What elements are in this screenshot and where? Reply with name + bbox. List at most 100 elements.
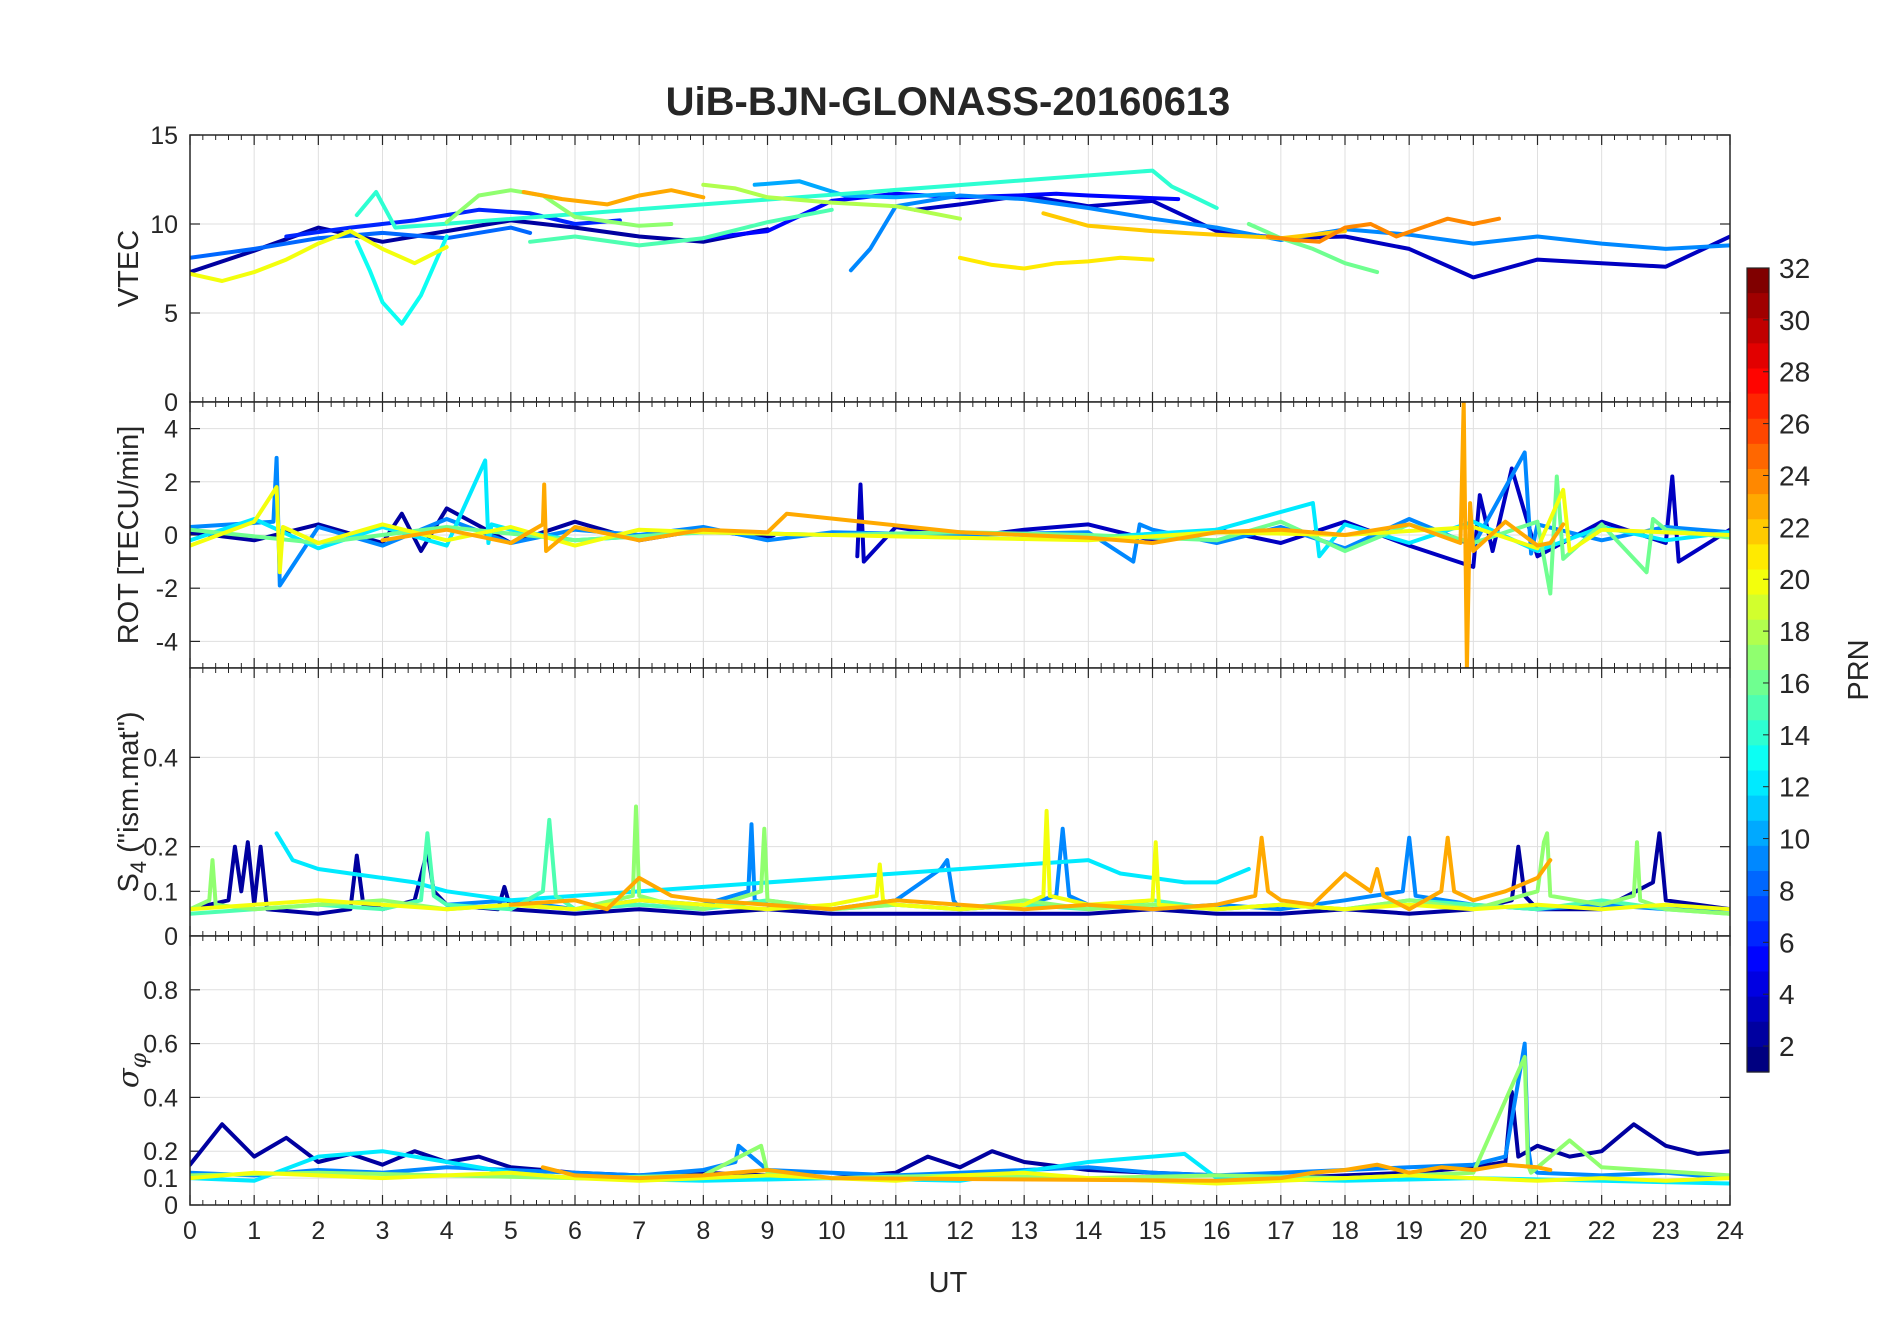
- series-line-prn-6: [284, 207, 622, 239]
- series-group: [190, 402, 1730, 668]
- x-tick-label: 7: [632, 1217, 646, 1245]
- colorbar-segment: [1747, 971, 1769, 998]
- y-tick-label: 10: [150, 211, 178, 239]
- colorbar-segment: [1747, 896, 1769, 922]
- x-tick-label: 0: [183, 1217, 197, 1245]
- y-tick-label: 0.8: [143, 977, 178, 1005]
- colorbar-tick-label: 16: [1779, 668, 1810, 699]
- colorbar-segment: [1747, 845, 1769, 872]
- panel-1: 0 5 10 15 VTEC: [113, 122, 1731, 417]
- panel-3: 0 0.1 0.2 0.4S4 ("ism.mat"): [113, 667, 1731, 951]
- series-group: [190, 1041, 1730, 1186]
- x-tick-label: 14: [1074, 1217, 1102, 1245]
- x-tick-label: 18: [1331, 1217, 1359, 1245]
- colorbar-segment: [1747, 871, 1769, 897]
- x-tick-label: 1: [247, 1217, 261, 1245]
- x-tick-label: 3: [376, 1217, 390, 1245]
- x-tick-label: 12: [946, 1217, 974, 1245]
- colorbar-segment: [1747, 293, 1769, 319]
- series-line-prn-14: [354, 168, 1219, 230]
- series-group: [190, 168, 1730, 326]
- colorbar-segment: [1747, 795, 1769, 822]
- x-tick-label: 15: [1139, 1217, 1167, 1245]
- colorbar-segment: [1747, 921, 1769, 947]
- colorbar-tick-label: 28: [1779, 357, 1810, 388]
- chart-title: UiB-BJN-GLONASS-20160613: [666, 80, 1231, 124]
- colorbar-segment: [1747, 619, 1769, 646]
- series-line-prn-20: [190, 485, 1730, 575]
- colorbar-segment: [1747, 368, 1769, 395]
- y-tick-label: 0.1: [143, 878, 178, 906]
- x-tick-label: 21: [1524, 1217, 1552, 1245]
- series-line-prn-20: [190, 1170, 1730, 1186]
- y-axis-label: ROT [TECU/min]: [113, 426, 145, 645]
- x-tick-label: 24: [1716, 1217, 1744, 1245]
- x-tick-label: 2: [311, 1217, 325, 1245]
- colorbar-segment: [1747, 1046, 1769, 1073]
- series-line-prn-23: [540, 1162, 1553, 1183]
- colorbar-segment: [1747, 670, 1769, 696]
- colorbar-tick-label: 2: [1779, 1031, 1795, 1062]
- y-axis-label: VTEC: [113, 230, 145, 307]
- colorbar-segment: [1747, 594, 1769, 621]
- series-line-prn-3: [913, 193, 1730, 280]
- y-axis-label: σφ: [111, 1052, 152, 1088]
- series-line-prn-24: [1266, 216, 1501, 244]
- colorbar-tick-label: 12: [1779, 772, 1810, 803]
- colorbar-tick-label: 8: [1779, 875, 1795, 906]
- colorbar-segment: [1747, 418, 1769, 445]
- x-tick-label: 5: [504, 1217, 518, 1245]
- colorbar-segment: [1747, 519, 1769, 545]
- y-tick-label: 0: [164, 522, 178, 550]
- series-line-prn-9: [848, 193, 1730, 273]
- x-tick-label: 19: [1395, 1217, 1423, 1245]
- colorbar-segment: [1747, 1021, 1769, 1048]
- series-line-prn-21: [958, 255, 1155, 271]
- colorbar-segment: [1747, 695, 1769, 721]
- series-line-prn-8: [190, 225, 533, 260]
- x-tick-label: 23: [1652, 1217, 1680, 1245]
- colorbar-segment: [1747, 544, 1769, 571]
- colorbar-segment: [1747, 946, 1769, 973]
- series-line-prn-18: [701, 182, 962, 221]
- colorbar-tick-label: 26: [1779, 409, 1810, 440]
- series-line-prn-2: [190, 218, 770, 275]
- series-line-prn-23: [380, 402, 1566, 668]
- colorbar-segment: [1747, 569, 1769, 596]
- y-tick-label: 5: [164, 300, 178, 328]
- x-axis-label: UT: [929, 1267, 968, 1299]
- y-tick-label: -2: [156, 575, 178, 603]
- panel-4: 00.10.2 0.4 0.6 0.8 σφ: [111, 935, 1731, 1220]
- x-tick-label: 16: [1203, 1217, 1231, 1245]
- y-tick-label: 4: [164, 416, 178, 444]
- x-tick-label: 9: [761, 1217, 775, 1245]
- series-line-prn-22: [1041, 211, 1347, 241]
- colorbar-tick-label: 24: [1779, 460, 1810, 491]
- x-tick-label: 4: [440, 1217, 454, 1245]
- y-tick-label: 0: [164, 1192, 178, 1220]
- colorbar-segment: [1747, 393, 1769, 420]
- colorbar-segment: [1747, 720, 1769, 746]
- colorbar-segment: [1747, 469, 1769, 495]
- colorbar-frame: [1746, 267, 1770, 1073]
- colorbar-tick-label: 22: [1779, 512, 1810, 543]
- colorbar-segment: [1747, 770, 1769, 797]
- colorbar-tick-label: 30: [1779, 305, 1810, 336]
- series-line-prn-9: [444, 822, 1730, 912]
- y-tick-label: 15: [150, 122, 178, 150]
- y-tick-label: 0.2: [143, 1138, 178, 1166]
- x-tick-label: 22: [1588, 1217, 1616, 1245]
- colorbar-segment: [1747, 494, 1769, 520]
- panel-2: -4 -2 0 2 4 ROT [TECU/min]: [113, 401, 1731, 669]
- series-line-prn-13: [354, 234, 449, 326]
- series-line-prn-12: [274, 831, 1251, 903]
- series-line-prn-16: [1246, 222, 1380, 275]
- series-line-prn-23: [521, 188, 706, 207]
- x-tick-label: 20: [1459, 1217, 1487, 1245]
- x-tick-label: 10: [818, 1217, 846, 1245]
- series-group: [190, 804, 1730, 916]
- series-line-prn-15: [528, 207, 834, 248]
